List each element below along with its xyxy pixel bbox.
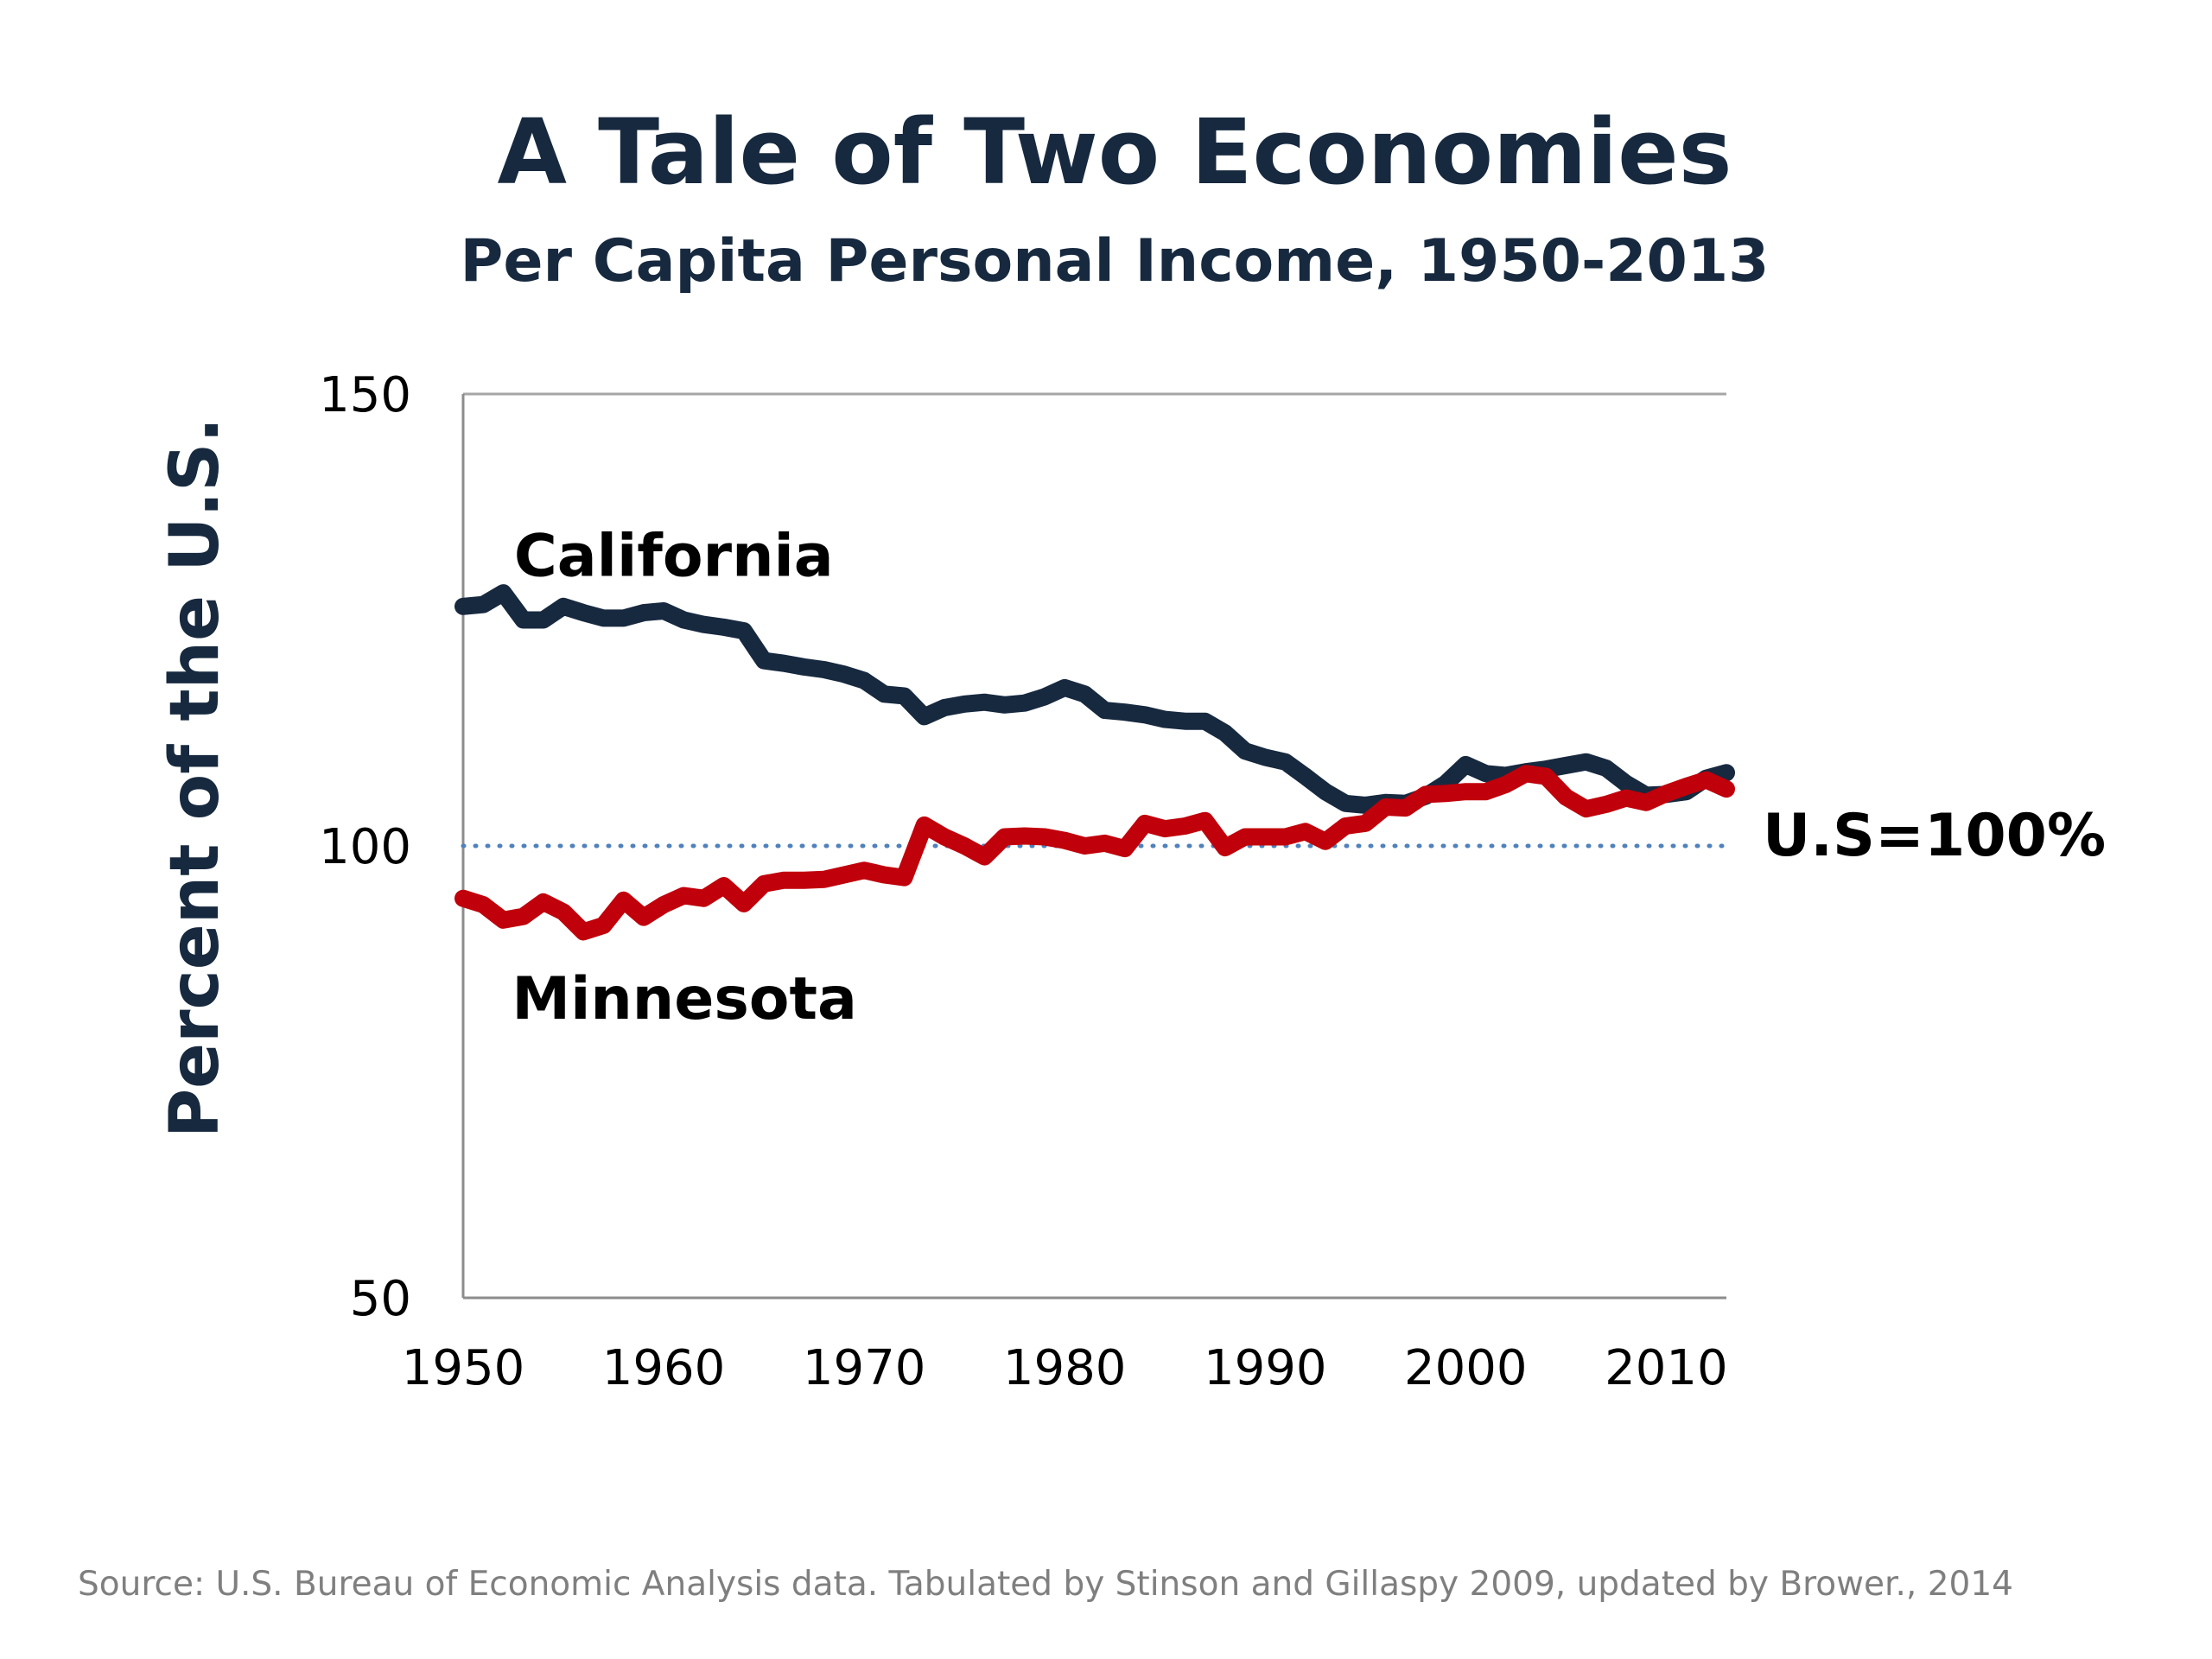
series-label-california: California — [514, 522, 834, 590]
x-tick-label-1970: 1970 — [803, 1340, 926, 1396]
y-tick-label-150: 150 — [319, 367, 411, 423]
x-tick-label-1950: 1950 — [402, 1340, 525, 1396]
reference-line-label: U.S=100% — [1763, 802, 2106, 870]
y-tick-label-50: 50 — [350, 1271, 411, 1327]
series-line-minnesota — [454, 765, 1735, 941]
series-label-minnesota: Minnesota — [512, 965, 857, 1033]
y-axis-title: Percent of the U.S. — [156, 417, 234, 1138]
x-tick-label-2000: 2000 — [1404, 1340, 1528, 1396]
x-tick-label-1980: 1980 — [1003, 1340, 1127, 1396]
x-tick-label-1960: 1960 — [602, 1340, 726, 1396]
x-tick-label-1990: 1990 — [1204, 1340, 1327, 1396]
x-tick-label-2010: 2010 — [1605, 1340, 1728, 1396]
source-note: Source: U.S. Bureau of Economic Analysis… — [78, 1565, 2013, 1604]
plot-area: 150 100 50 1950 1960 1970 1980 1990 2000 2010 Cali… — [319, 367, 1735, 1396]
chart-title: A Tale of Two Economies — [497, 99, 1732, 205]
y-tick-label-100: 100 — [319, 819, 411, 875]
chart-subtitle: Per Capita Personal Income, 1950-2013 — [461, 227, 1770, 296]
